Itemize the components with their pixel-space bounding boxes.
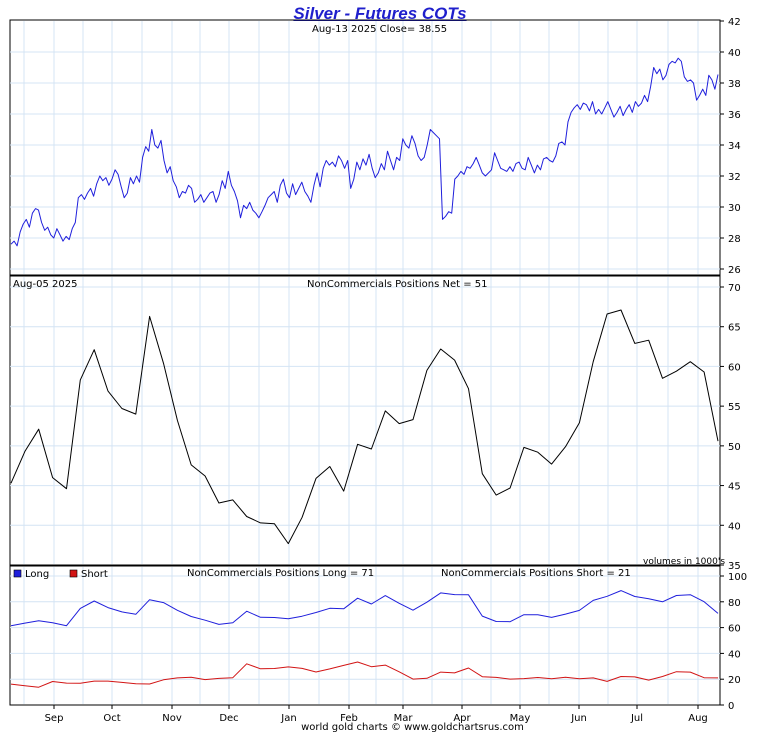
chart-title: Silver - Futures COTs — [293, 4, 467, 23]
y-tick-label: 65 — [728, 323, 741, 334]
y-tick-label: 30 — [728, 203, 741, 214]
grid-layer — [10, 21, 720, 704]
series-line-panel0 — [10, 57, 719, 247]
y-tick-label: 60 — [728, 362, 741, 373]
x-tick-label-may: May — [510, 713, 531, 724]
y-tick-label: 55 — [728, 402, 741, 413]
x-tick-label-nov: Nov — [162, 713, 182, 724]
net-unit-note: volumes in 1000's — [643, 557, 725, 567]
x-tick-label-oct: Oct — [103, 713, 120, 724]
y-tick-label: 20 — [728, 675, 741, 686]
y-tick-label: 32 — [728, 172, 741, 183]
short-annotation: NonCommercials Positions Short = 21 — [441, 568, 631, 579]
legend: Long Short — [13, 569, 108, 580]
y-tick-label: 40 — [728, 48, 741, 59]
y-tick-label: 40 — [728, 521, 741, 532]
price-panel-frame — [9, 19, 721, 276]
y-tick-label: 60 — [728, 624, 741, 635]
y-tick-label: 38 — [728, 79, 741, 90]
y-tick-label: 0 — [728, 701, 734, 712]
legend-short-swatch — [69, 569, 78, 578]
long-annotation: NonCommercials Positions Long = 71 — [187, 568, 374, 579]
y-tick-label: 100 — [728, 572, 747, 583]
y-tick-label: 26 — [728, 265, 741, 276]
series-layer — [10, 57, 719, 688]
y-tick-label: 45 — [728, 482, 741, 493]
legend-short-label: Short — [81, 569, 108, 580]
x-tick-label-apr: Apr — [453, 713, 471, 724]
y-tick-label: 28 — [728, 234, 741, 245]
y-tick-label: 80 — [728, 598, 741, 609]
series-line-short — [10, 661, 719, 688]
y-tick-label: 42 — [728, 17, 741, 28]
x-tick-label-feb: Feb — [340, 713, 358, 724]
series-line-long — [10, 590, 719, 627]
longshort-panel-frame — [9, 565, 721, 706]
net-header: Aug-05 2025 — [13, 279, 78, 290]
x-tick-label-sep: Sep — [45, 713, 64, 724]
x-tick-label-aug: Aug — [688, 713, 708, 724]
tick-layer: 26 28 30 32 34 36 38 40 42 35 40 45 50 55 60 65 70 0 20 40 6… — [45, 17, 748, 724]
y-tick-label: 40 — [728, 649, 741, 660]
x-tick-label-jul: Jul — [630, 713, 643, 724]
y-tick-label: 70 — [728, 283, 741, 294]
footer-credit: world gold charts © www.goldchartsrus.co… — [301, 722, 524, 733]
legend-long-swatch — [13, 569, 22, 578]
net-panel-frame — [9, 275, 721, 566]
price-header: Aug-13 2025 Close= 38.55 — [312, 24, 447, 35]
y-tick-label: 35 — [728, 561, 741, 572]
net-annotation: NonCommercials Positions Net = 51 — [307, 279, 487, 290]
legend-long-label: Long — [25, 569, 49, 580]
x-tick-label-mar: Mar — [394, 713, 414, 724]
y-tick-label: 34 — [728, 141, 741, 152]
x-tick-label-dec: Dec — [219, 713, 238, 724]
y-tick-label: 50 — [728, 442, 741, 453]
y-tick-label: 36 — [728, 110, 741, 121]
series-line-panel1 — [10, 309, 719, 545]
x-tick-label-jan: Jan — [280, 713, 296, 724]
x-tick-label-jun: Jun — [570, 713, 587, 724]
